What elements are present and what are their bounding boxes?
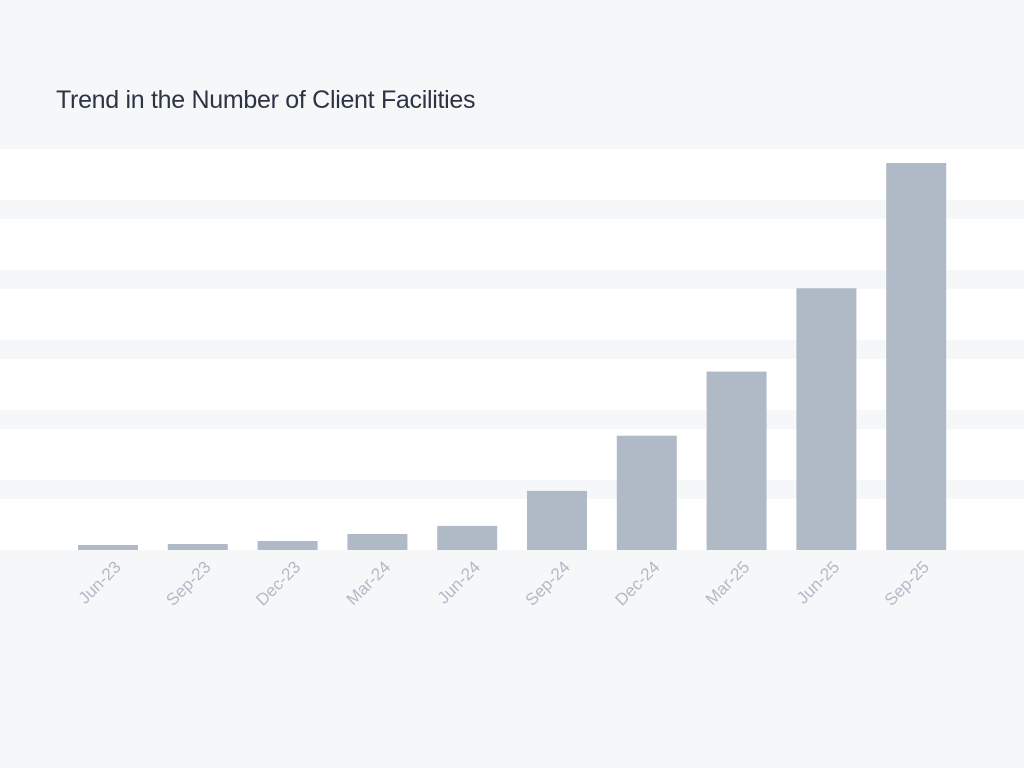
bar-mar-25 — [706, 371, 767, 550]
bar-dec-23 — [257, 541, 318, 550]
bar-jun-24 — [437, 525, 498, 550]
x-tick-label: Sep-24 — [522, 557, 574, 609]
grid-bands — [0, 149, 1024, 550]
x-tick-label: Jun-24 — [434, 557, 484, 607]
x-tick-label: Dec-24 — [611, 557, 663, 609]
x-tick-label: Mar-25 — [702, 557, 754, 609]
x-tick-label: Sep-23 — [162, 557, 214, 609]
grid-band — [0, 200, 1024, 219]
bar-jun-23 — [78, 545, 138, 550]
grid-band — [0, 340, 1024, 359]
bar-sep-23 — [167, 544, 228, 550]
bars — [78, 163, 947, 550]
x-tick-label: Dec-23 — [252, 557, 304, 609]
grid-band — [0, 480, 1024, 499]
bar-mar-24 — [347, 534, 408, 550]
bar-jun-25 — [796, 288, 857, 550]
grid-band — [0, 410, 1024, 429]
bar-sep-24 — [527, 490, 587, 550]
bar-sep-25 — [886, 163, 947, 550]
x-tick-label: Mar-24 — [343, 557, 395, 609]
x-tick-label: Sep-25 — [881, 557, 933, 609]
bar-dec-24 — [616, 435, 677, 550]
x-tick-label: Jun-25 — [793, 557, 843, 607]
x-tick-label: Jun-23 — [75, 557, 125, 607]
x-axis-tick-labels: Jun-23 Sep-23 Dec-23 Mar-24 Jun-24 Sep-24 Dec-… — [75, 557, 933, 609]
chart-title: Trend in the Number of Client Facilities — [56, 86, 476, 114]
grid-band — [0, 270, 1024, 289]
